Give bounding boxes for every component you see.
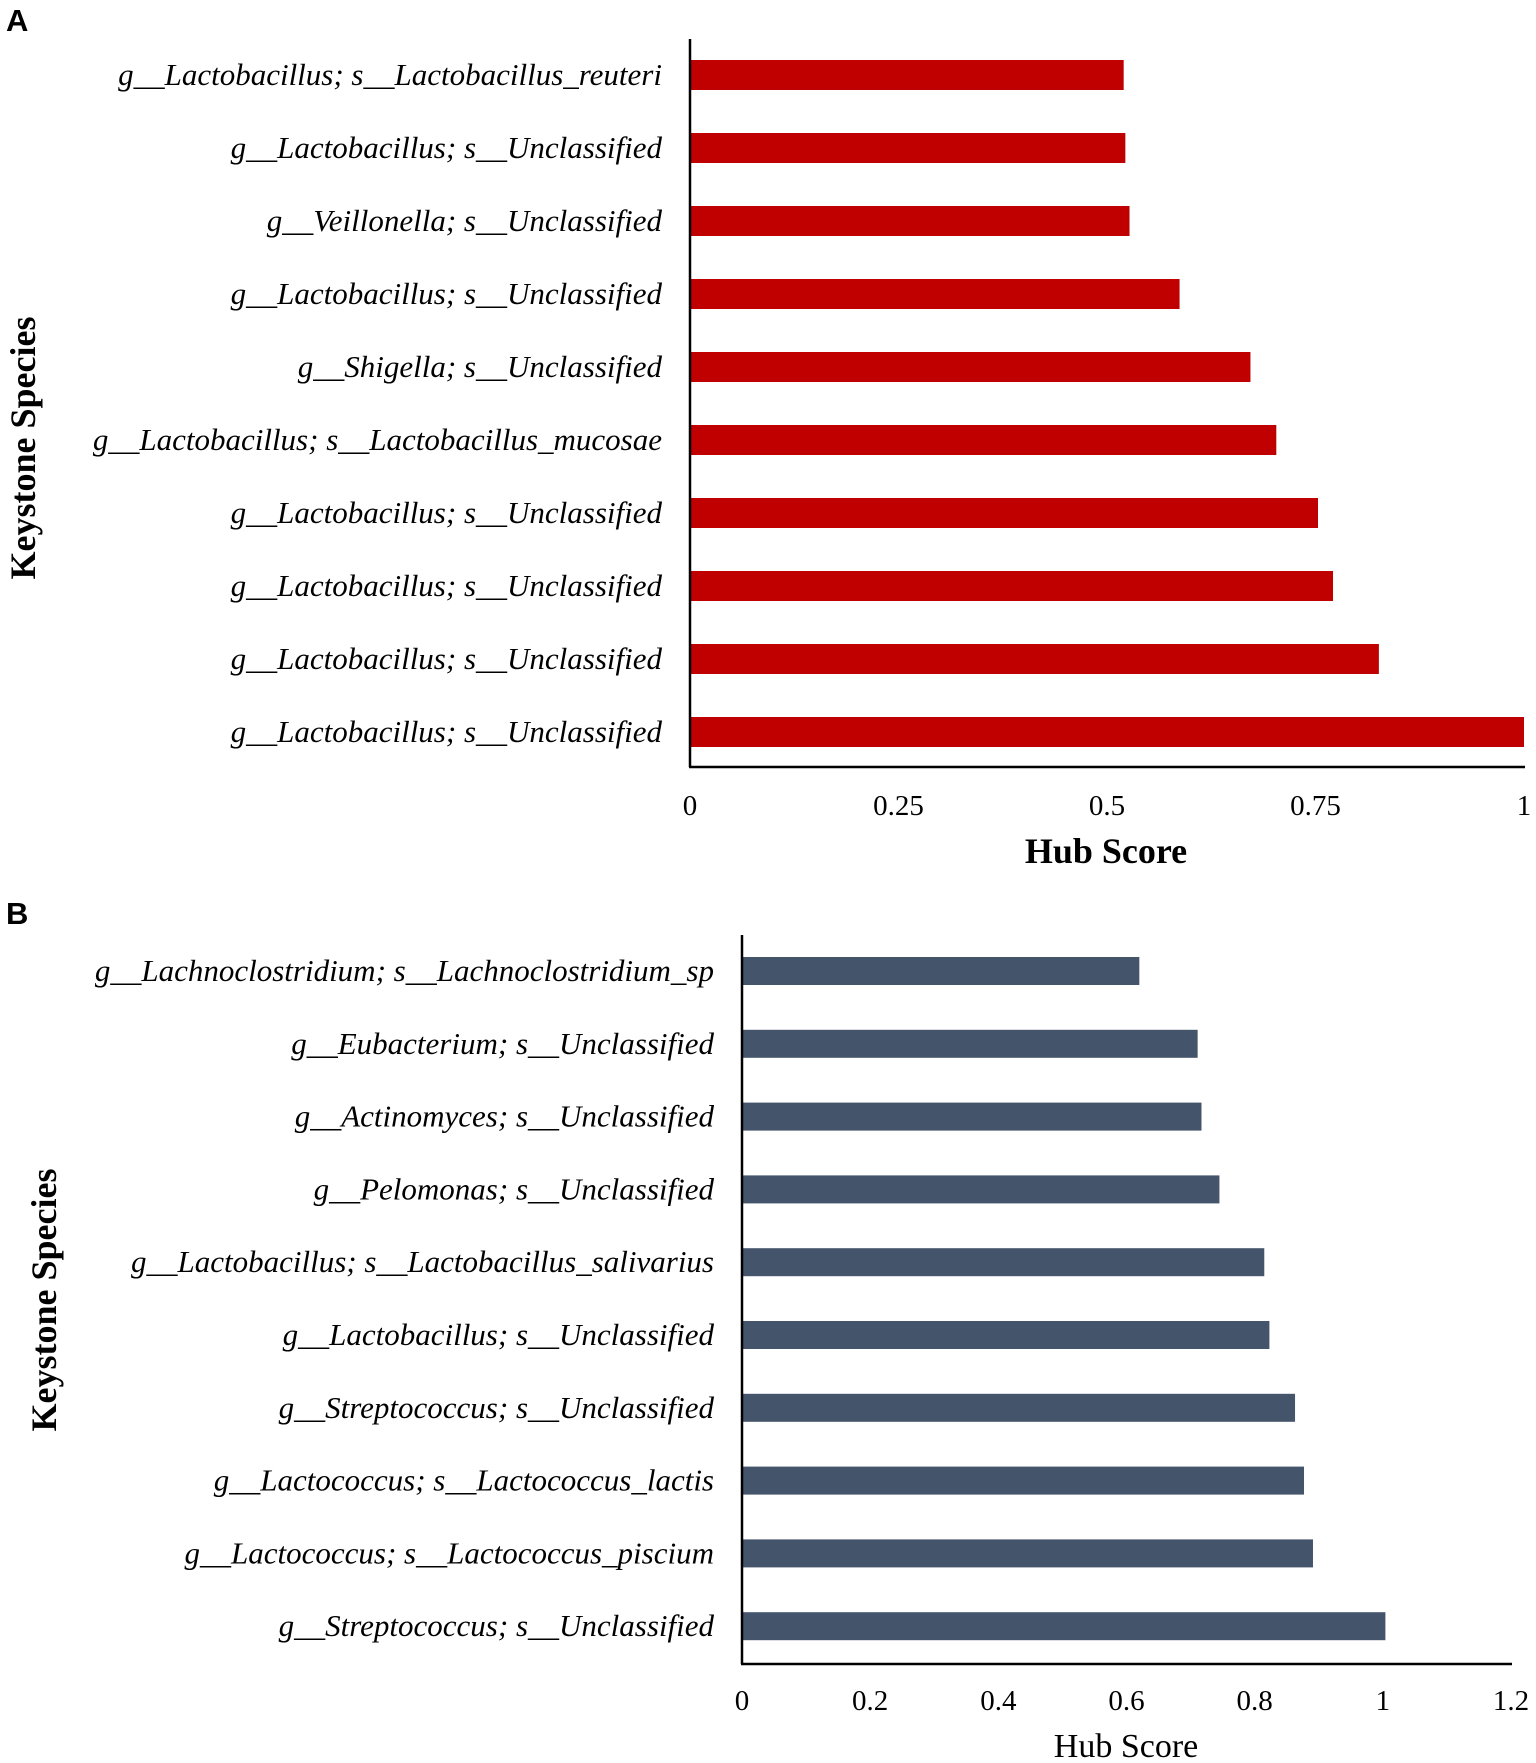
bar-a-4 [690, 279, 1180, 309]
chart-panel-a: A g__Lactobacillus; s__Lactobacillus_reu… [3, 3, 1531, 871]
category-labels-a: g__Lactobacillus; s__Lactobacillus_reute… [93, 57, 663, 749]
bar-b-10 [742, 1612, 1386, 1641]
x-tick-label-b-1: 0 [735, 1685, 750, 1717]
bar-b-7 [742, 1393, 1296, 1422]
x-tick-label-b-6: 1 [1376, 1685, 1391, 1717]
bar-b-8 [742, 1466, 1305, 1495]
y-axis-label-b: Keystone Species [24, 1169, 64, 1432]
bar-group-b [742, 957, 1386, 1641]
category-label-a-3: g__Veillonella; s__Unclassified [267, 203, 663, 238]
x-tick-label-b-5: 0.8 [1237, 1685, 1273, 1717]
y-axis-label-a: Keystone Species [3, 317, 43, 580]
category-label-a-8: g__Lactobacillus; s__Unclassified [231, 568, 663, 603]
category-label-b-8: g__Lactococcus; s__Lactococcus_lactis [214, 1463, 714, 1498]
x-tick-label-a-3: 0.5 [1089, 790, 1125, 822]
category-label-b-6: g__Lactobacillus; s__Unclassified [283, 1317, 715, 1352]
bar-a-10 [690, 717, 1524, 747]
bar-b-2 [742, 1029, 1198, 1058]
category-label-a-1: g__Lactobacillus; s__Lactobacillus_reute… [118, 57, 662, 92]
category-label-b-9: g__Lactococcus; s__Lactococcus_piscium [185, 1535, 714, 1570]
bar-a-9 [690, 644, 1379, 674]
category-label-b-5: g__Lactobacillus; s__Lactobacillus_saliv… [131, 1244, 714, 1279]
x-tick-label-b-3: 0.4 [980, 1685, 1017, 1717]
bar-b-5 [742, 1248, 1265, 1277]
chart-panel-b: B g__Lachnoclostridium; s__Lachnoclostri… [6, 896, 1529, 1763]
tick-labels-a: 0 0.25 0.5 0.75 1 [683, 790, 1532, 822]
bar-group-a [690, 60, 1524, 747]
category-label-b-7: g__Streptococcus; s__Unclassified [279, 1390, 715, 1425]
tick-labels-b: 0 0.2 0.4 0.6 0.8 1 1.2 [735, 1685, 1529, 1717]
category-labels-b: g__Lachnoclostridium; s__Lachnoclostridi… [95, 953, 715, 1643]
category-label-b-4: g__Pelomonas; s__Unclassified [314, 1171, 715, 1206]
panel-letter-b: B [6, 896, 28, 931]
bar-a-6 [690, 425, 1277, 455]
bar-a-7 [690, 498, 1319, 528]
category-label-a-5: g__Shigella; s__Unclassified [298, 349, 663, 384]
bar-a-8 [690, 571, 1334, 601]
bar-a-3 [690, 206, 1130, 236]
bar-a-1 [690, 60, 1124, 90]
x-tick-label-a-5: 1 [1517, 790, 1532, 822]
bar-b-1 [742, 957, 1140, 985]
category-label-b-10: g__Streptococcus; s__Unclassified [279, 1608, 715, 1643]
x-axis-label-a: Hub Score [1025, 831, 1187, 871]
x-tick-label-b-7: 1.2 [1493, 1685, 1529, 1717]
bar-a-5 [690, 352, 1251, 382]
category-label-b-1: g__Lachnoclostridium; s__Lachnoclostridi… [95, 953, 714, 988]
category-label-a-4: g__Lactobacillus; s__Unclassified [231, 276, 663, 311]
panel-letter-a: A [6, 3, 28, 38]
x-tick-label-a-1: 0 [683, 790, 698, 822]
category-label-a-2: g__Lactobacillus; s__Unclassified [231, 130, 663, 165]
x-axis-label-b: Hub Score [1054, 1728, 1198, 1763]
bar-a-2 [690, 133, 1126, 163]
category-label-a-10: g__Lactobacillus; s__Unclassified [231, 714, 663, 749]
x-tick-label-a-4: 0.75 [1290, 790, 1341, 822]
bar-b-6 [742, 1321, 1270, 1349]
category-label-b-3: g__Actinomyces; s__Unclassified [295, 1099, 715, 1134]
category-label-b-2: g__Eubacterium; s__Unclassified [291, 1026, 714, 1061]
x-tick-label-b-2: 0.2 [852, 1685, 888, 1717]
x-tick-label-b-4: 0.6 [1108, 1685, 1144, 1717]
category-label-a-9: g__Lactobacillus; s__Unclassified [231, 641, 663, 676]
bar-b-4 [742, 1175, 1220, 1204]
x-tick-label-a-2: 0.25 [873, 790, 924, 822]
bar-b-3 [742, 1102, 1202, 1131]
category-label-a-7: g__Lactobacillus; s__Unclassified [231, 495, 663, 530]
category-label-a-6: g__Lactobacillus; s__Lactobacillus_mucos… [93, 422, 662, 457]
bar-b-9 [742, 1539, 1313, 1568]
